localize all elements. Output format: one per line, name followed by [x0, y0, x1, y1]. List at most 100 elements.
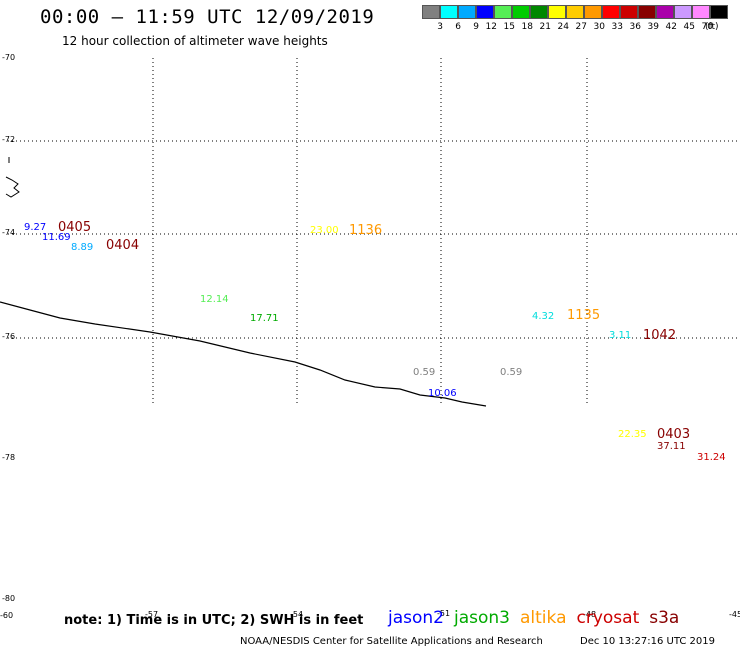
- scale-bin: 15: [494, 5, 515, 32]
- latitude-label: -78: [2, 453, 15, 462]
- scale-label: 39: [647, 22, 659, 32]
- scale-bin: 70: [692, 5, 713, 32]
- wave-height-value: 8.89: [71, 242, 93, 253]
- scale-label: 18: [521, 22, 533, 32]
- latitude-label: -76: [2, 332, 15, 341]
- wave-height-value: 4.32: [532, 311, 554, 322]
- scale-label: 42: [665, 22, 677, 32]
- scale-bin: 36: [620, 5, 641, 32]
- legend-s3a: s3a: [649, 608, 680, 628]
- scale-label: 24: [557, 22, 569, 32]
- footer-note: note: 1) Time is in UTC; 2) SWH is in fe…: [64, 613, 364, 628]
- wave-height-value: 23.00: [310, 225, 339, 236]
- wave-height-value: 12.14: [200, 294, 229, 305]
- scale-swatch: [584, 5, 602, 19]
- scale-label: 9: [473, 22, 479, 32]
- page-title: 00:00 – 11:59 UTC 12/09/2019: [40, 6, 375, 28]
- pass-time-label: 1042: [643, 328, 676, 343]
- longitude-label: -51: [437, 609, 450, 618]
- latitude-label: -70: [2, 53, 15, 62]
- pass-time-label: 1136: [349, 223, 382, 238]
- scale-label: 30: [593, 22, 605, 32]
- scale-swatch: [440, 5, 458, 19]
- pass-time-labels: 0405 0404 1136 1135 1042 0403: [58, 220, 690, 442]
- scale-label: 27: [575, 22, 587, 32]
- pass-time-label: 1135: [567, 308, 600, 323]
- wave-height-value: 31.24: [697, 452, 726, 463]
- page-subtitle: 12 hour collection of altimeter wave hei…: [62, 34, 328, 48]
- scale-label: 36: [629, 22, 641, 32]
- longitude-label: -60: [0, 611, 13, 620]
- scale-label: 21: [539, 22, 551, 32]
- scale-swatch: [494, 5, 512, 19]
- scale-swatch: [638, 5, 656, 19]
- latitude-labels: -70 -72 -74 -76 -78 -80: [2, 53, 15, 603]
- scale-bin: 39: [638, 5, 659, 32]
- scale-swatch: [602, 5, 620, 19]
- scale-swatch: [476, 5, 494, 19]
- scale-swatch: [674, 5, 692, 19]
- longitude-label: -45: [729, 610, 740, 619]
- scale-label: 70: [701, 22, 713, 32]
- scale-swatch: [692, 5, 710, 19]
- legend-jason2: jason2: [388, 608, 444, 628]
- scale-bin: 24: [548, 5, 569, 32]
- wave-height-value: 22.35: [618, 429, 647, 440]
- wave-height-value: 3.11: [609, 330, 631, 341]
- legend-jason3: jason3: [454, 608, 510, 628]
- scale-swatch: [656, 5, 674, 19]
- satellite-legend: jason2 jason3 altika cryosat s3a: [388, 608, 679, 628]
- scale-bin: 6: [440, 5, 461, 32]
- longitude-label: -57: [145, 610, 158, 619]
- pass-time-label: 0403: [657, 427, 690, 442]
- scale-bin: 30: [584, 5, 605, 32]
- wave-height-value: 17.71: [250, 313, 279, 324]
- scale-bin: 3: [422, 5, 443, 32]
- scale-swatch: [512, 5, 530, 19]
- wave-height-value: 0.59: [413, 367, 435, 378]
- scale-bin: 18: [512, 5, 533, 32]
- latitude-label: -72: [2, 135, 15, 144]
- latitude-label: -74: [2, 228, 15, 237]
- scale-label: 3: [437, 22, 443, 32]
- scale-label: 15: [503, 22, 515, 32]
- scale-bin: 42: [656, 5, 677, 32]
- scale-bin: 12: [476, 5, 497, 32]
- island-outline: [5, 176, 20, 198]
- scale-bin: 9: [458, 5, 479, 32]
- scale-swatch: [566, 5, 584, 19]
- scale-swatch: [548, 5, 566, 19]
- scale-label: 33: [611, 22, 623, 32]
- scale-bin: 21: [530, 5, 551, 32]
- scale-label: 6: [455, 22, 461, 32]
- longitude-labels: -60 -57 -54 -51 -48 -45: [0, 609, 740, 620]
- pass-time-label: 0404: [106, 238, 139, 253]
- longitude-label: -48: [583, 610, 596, 619]
- scale-swatch: [458, 5, 476, 19]
- pass-time-label: 0405: [58, 220, 91, 235]
- scale-bin: [710, 5, 728, 32]
- footer-generated-time: Dec 10 13:27:16 UTC 2019: [580, 636, 715, 647]
- legend-altika: altika: [520, 608, 567, 628]
- latitude-label: -80: [2, 594, 15, 603]
- wave-height-value: 10.06: [428, 388, 457, 399]
- footer-credit: NOAA/NESDIS Center for Satellite Applica…: [240, 636, 543, 647]
- wave-height-color-scale: 3 6 9 12 15 18 21 24 27 30 33 36 39 42 45 70: [422, 5, 728, 32]
- wave-height-value: 11.69: [42, 232, 71, 243]
- wave-height-value: 9.27: [24, 222, 46, 233]
- wave-height-value: 37.11: [657, 441, 686, 452]
- scale-swatch: [710, 5, 728, 19]
- scale-swatch: [422, 5, 440, 19]
- scale-label: 45: [683, 22, 695, 32]
- scale-bin: 27: [566, 5, 587, 32]
- scale-bin: 33: [602, 5, 623, 32]
- scale-label: 12: [485, 22, 497, 32]
- legend-cryosat: cryosat: [576, 608, 640, 628]
- scale-unit-label: (ft): [705, 22, 719, 32]
- wave-height-value: 0.59: [500, 367, 522, 378]
- scale-swatch: [530, 5, 548, 19]
- scale-swatch: [620, 5, 638, 19]
- longitude-label: -54: [290, 610, 303, 619]
